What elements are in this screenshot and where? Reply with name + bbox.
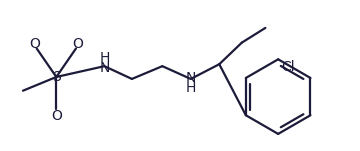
Text: H: H xyxy=(186,81,196,95)
Text: O: O xyxy=(29,37,40,51)
Text: H: H xyxy=(99,51,109,65)
Text: Cl: Cl xyxy=(281,60,295,74)
Text: N: N xyxy=(186,71,196,85)
Text: N: N xyxy=(99,61,109,75)
Text: O: O xyxy=(51,109,62,123)
Text: O: O xyxy=(72,37,84,51)
Text: S: S xyxy=(52,70,61,84)
